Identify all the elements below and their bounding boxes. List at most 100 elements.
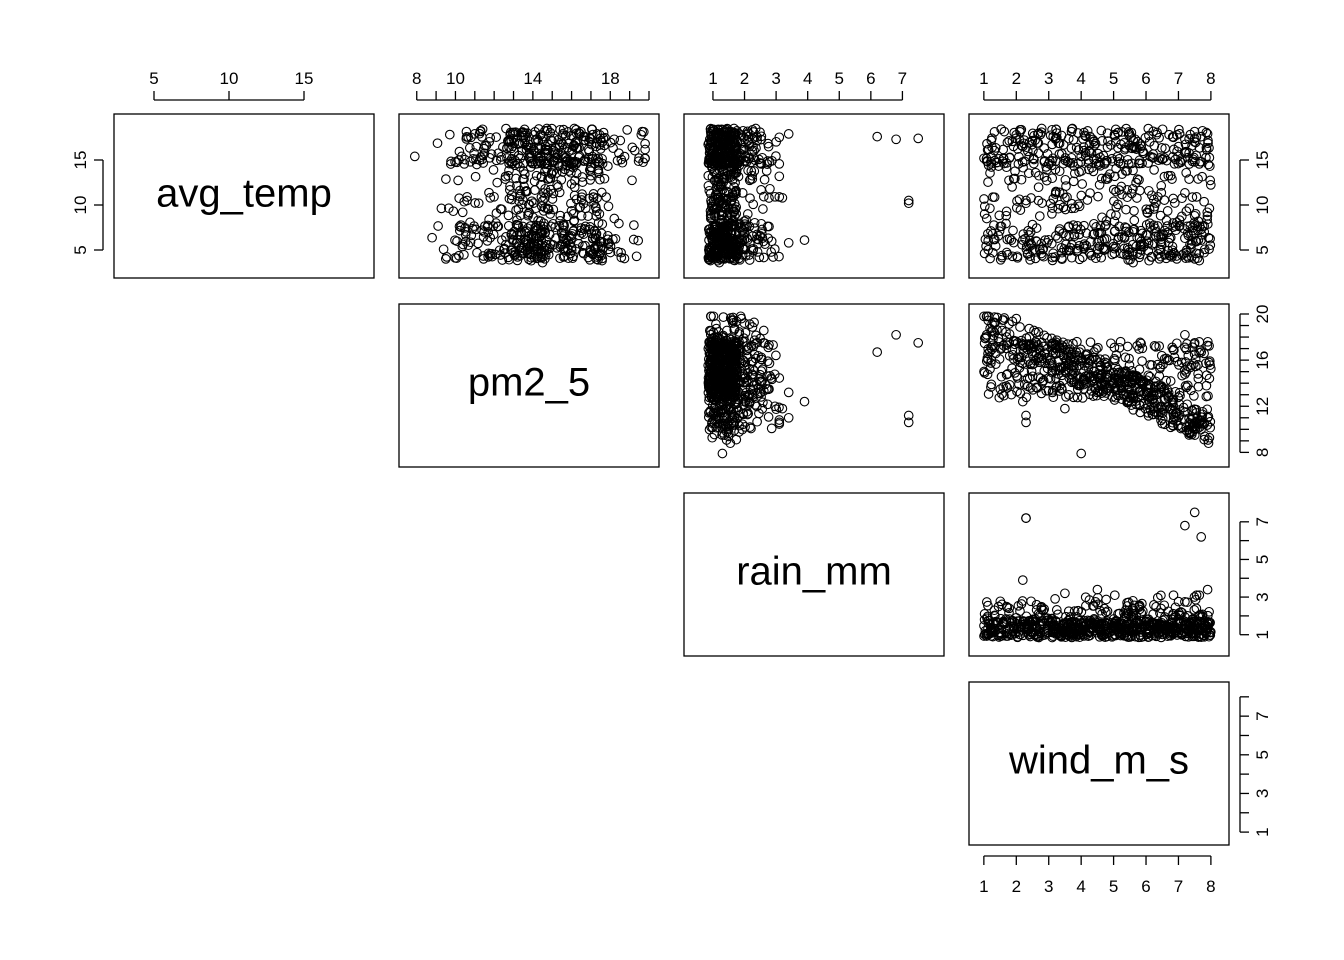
data-point [1051, 605, 1062, 615]
data-point [516, 243, 526, 253]
data-point [987, 340, 998, 351]
data-point [979, 194, 989, 204]
data-point [729, 206, 740, 217]
data-point [1108, 238, 1119, 249]
data-point [495, 204, 506, 214]
data-point [722, 417, 733, 428]
data-point [1018, 343, 1028, 354]
data-point [1034, 211, 1045, 221]
data-point [758, 204, 768, 214]
data-point [740, 152, 751, 162]
data-point [1176, 423, 1186, 434]
data-point [705, 343, 716, 353]
data-point [598, 133, 609, 144]
data-point [996, 124, 1007, 135]
data-point [1112, 151, 1123, 162]
data-point [730, 354, 741, 364]
data-point [1115, 336, 1126, 347]
data-point [592, 193, 602, 203]
data-point [1110, 136, 1121, 147]
data-point [1132, 136, 1143, 147]
data-point [1151, 129, 1162, 140]
data-point [1204, 432, 1215, 443]
data-point [603, 201, 614, 212]
data-point [591, 228, 602, 239]
data-point [514, 196, 524, 206]
data-point [504, 185, 515, 195]
data-point [1101, 594, 1112, 605]
data-point [1120, 222, 1130, 232]
data-point [1137, 343, 1148, 354]
data-point [454, 221, 465, 232]
data-point [997, 389, 1007, 399]
data-point [1183, 230, 1194, 241]
data-point [1190, 137, 1201, 148]
data-point [509, 129, 520, 140]
right-tick-label-avg_temp: 15 [1253, 151, 1272, 170]
data-point [1095, 364, 1105, 375]
data-point [752, 247, 763, 257]
data-point [1098, 243, 1109, 253]
data-point [1197, 221, 1208, 231]
data-point [777, 403, 788, 414]
data-point [1109, 395, 1120, 405]
data-point [560, 164, 570, 175]
data-point [1114, 221, 1125, 232]
data-point [1122, 249, 1132, 260]
data-point [728, 419, 738, 430]
data-point [728, 239, 738, 250]
data-point [485, 192, 496, 203]
data-point [1072, 243, 1082, 254]
data-point [515, 210, 526, 221]
data-point [1047, 208, 1057, 219]
data-point [1152, 359, 1163, 370]
data-point [1012, 354, 1023, 364]
data-point [891, 134, 901, 145]
data-point [903, 198, 914, 209]
data-point [1170, 386, 1181, 397]
data-point [706, 212, 717, 223]
data-point [1047, 252, 1058, 263]
data-point [1062, 349, 1072, 359]
data-point [1030, 327, 1041, 338]
data-point [1004, 135, 1015, 146]
data-point [1122, 341, 1133, 352]
data-point [1037, 250, 1047, 261]
data-point [457, 207, 468, 218]
data-point [1109, 216, 1120, 227]
top-tick-label-pm2_5: 18 [601, 69, 620, 88]
data-point [484, 187, 494, 198]
data-points [409, 123, 1216, 643]
data-point [731, 208, 742, 219]
data-point [1002, 234, 1013, 245]
data-point [712, 157, 723, 167]
data-point [717, 151, 728, 162]
panel-frames [113, 113, 1230, 846]
data-point [508, 133, 519, 144]
data-point [717, 348, 728, 358]
data-point [1128, 183, 1138, 194]
data-point [774, 419, 785, 429]
data-point [771, 404, 782, 415]
data-point [1045, 198, 1056, 209]
data-point [1121, 367, 1132, 377]
data-point [1068, 176, 1079, 187]
data-point [751, 143, 761, 153]
data-point [589, 226, 600, 237]
data-point [1199, 226, 1210, 237]
data-point [982, 311, 992, 322]
data-point [1047, 173, 1058, 184]
data-point [981, 332, 991, 342]
data-point [1002, 368, 1013, 379]
data-point [584, 247, 595, 258]
data-point [749, 317, 759, 328]
data-point [742, 209, 753, 219]
data-point [716, 206, 726, 216]
data-point [1149, 204, 1159, 214]
data-point [755, 388, 765, 399]
data-point [490, 249, 501, 260]
data-point [1074, 240, 1085, 251]
data-point [510, 127, 521, 138]
data-point [1201, 380, 1212, 391]
data-point [1085, 188, 1095, 198]
